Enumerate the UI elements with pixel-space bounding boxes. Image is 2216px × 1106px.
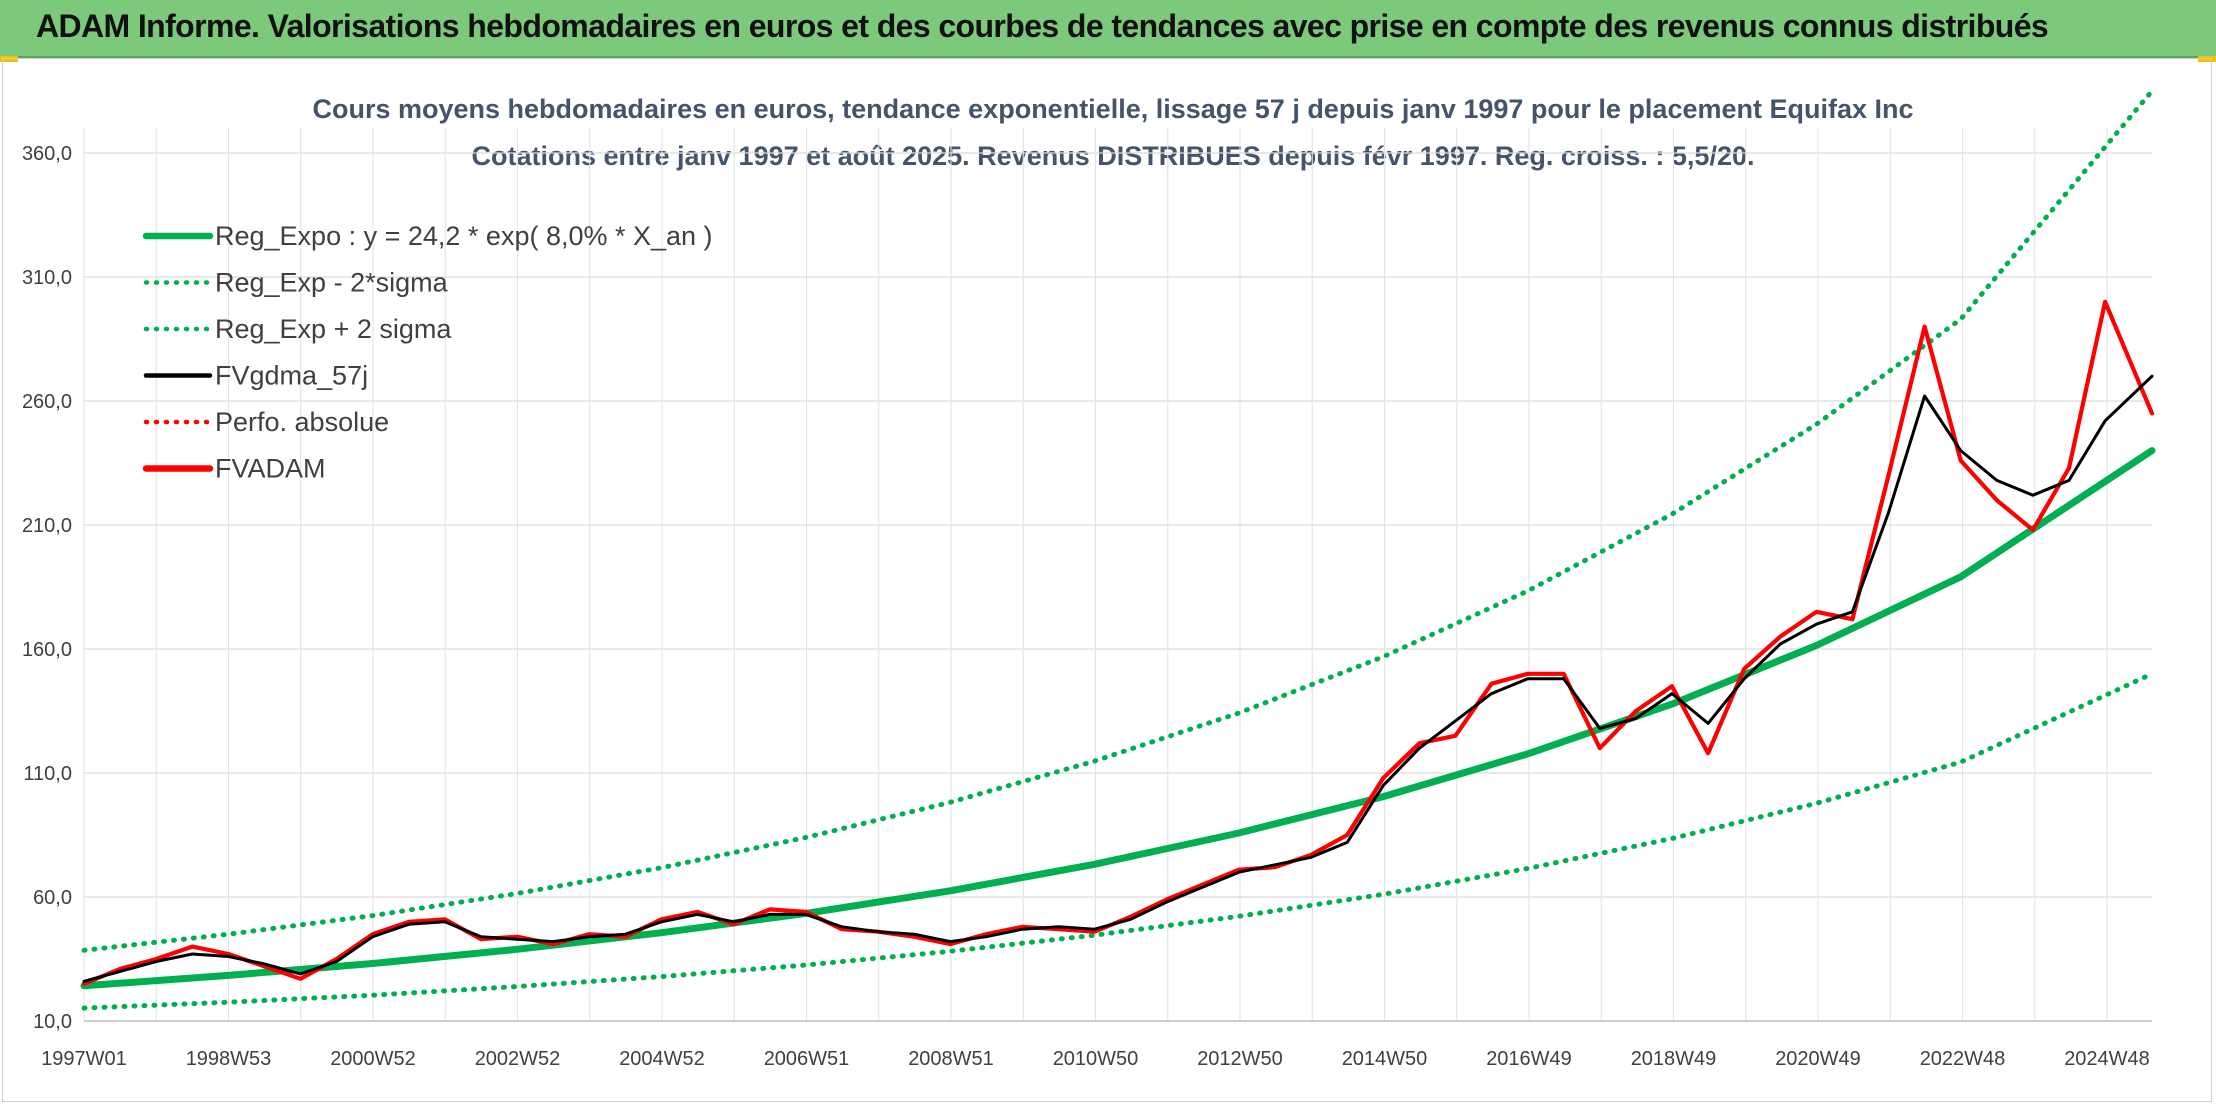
x-tick-label: 2012W50 <box>1197 1048 1283 1070</box>
legend-label: Reg_Expo : y = 24,2 * exp( 8,0% * X_an ) <box>215 221 713 251</box>
legend: Reg_Expo : y = 24,2 * exp( 8,0% * X_an )… <box>142 221 713 484</box>
y-tick-label: 10,0 <box>33 1011 72 1033</box>
x-tick-label: 2014W50 <box>1342 1048 1428 1070</box>
header-banner: ADAM Informe. Valorisations hebdomadaire… <box>0 0 2216 58</box>
x-tick-label: 2000W52 <box>330 1048 416 1070</box>
y-axis-ticks: 10,0 60,0 110,0 160,0 210,0 260,0 310,0 360,0 <box>22 143 72 1033</box>
y-tick-label: 210,0 <box>22 515 72 537</box>
y-tick-label: 60,0 <box>33 887 72 909</box>
y-tick-label: 160,0 <box>22 639 72 661</box>
y-tick-label: 310,0 <box>22 267 72 289</box>
x-tick-label: 2024W48 <box>2064 1048 2150 1070</box>
chart-title: Cours moyens hebdomadaires en euros, ten… <box>312 94 1913 124</box>
legend-label: Reg_Exp + 2 sigma <box>215 314 452 344</box>
x-tick-label: 2004W52 <box>619 1048 705 1070</box>
series-line <box>81 88 2155 953</box>
page-title: ADAM Informe. Valorisations hebdomadaire… <box>36 8 2049 44</box>
y-tick-label: 360,0 <box>22 143 72 165</box>
x-tick-label: 2020W49 <box>1775 1048 1861 1070</box>
series-line <box>80 447 2156 990</box>
plot-area <box>80 88 2156 1011</box>
legend-label: Perfo. absolue <box>215 407 389 437</box>
y-tick-label: 110,0 <box>23 763 72 785</box>
legend-label: FVADAM <box>215 454 326 484</box>
chart-frame <box>2 58 2212 1102</box>
y-tick-label: 260,0 <box>22 391 72 413</box>
legend-label: FVgdma_57j <box>215 361 368 391</box>
x-axis-ticks: 1997W01 1998W53 2000W52 2002W52 2004W52 2006W… <box>41 1048 2150 1070</box>
chart-subtitle: Cotations entre janv 1997 et août 2025. … <box>472 141 1755 171</box>
corner-mark-right <box>2198 56 2216 62</box>
grid-lines <box>83 128 2152 1022</box>
x-tick-label: 2002W52 <box>475 1048 561 1070</box>
x-tick-label: 2008W51 <box>908 1048 994 1070</box>
x-tick-label: 2018W49 <box>1631 1048 1717 1070</box>
x-tick-label: 2022W48 <box>1920 1048 2006 1070</box>
x-tick-label: 1997W01 <box>41 1048 127 1070</box>
x-tick-label: 2016W49 <box>1486 1048 1572 1070</box>
corner-mark-left <box>0 56 18 62</box>
legend-label: Reg_Exp - 2*sigma <box>215 268 449 298</box>
x-tick-label: 1998W53 <box>186 1048 272 1070</box>
series-line <box>82 374 2154 983</box>
x-tick-label: 2010W50 <box>1053 1048 1139 1070</box>
series-line <box>81 671 2155 1011</box>
x-tick-label: 2006W51 <box>764 1048 850 1070</box>
